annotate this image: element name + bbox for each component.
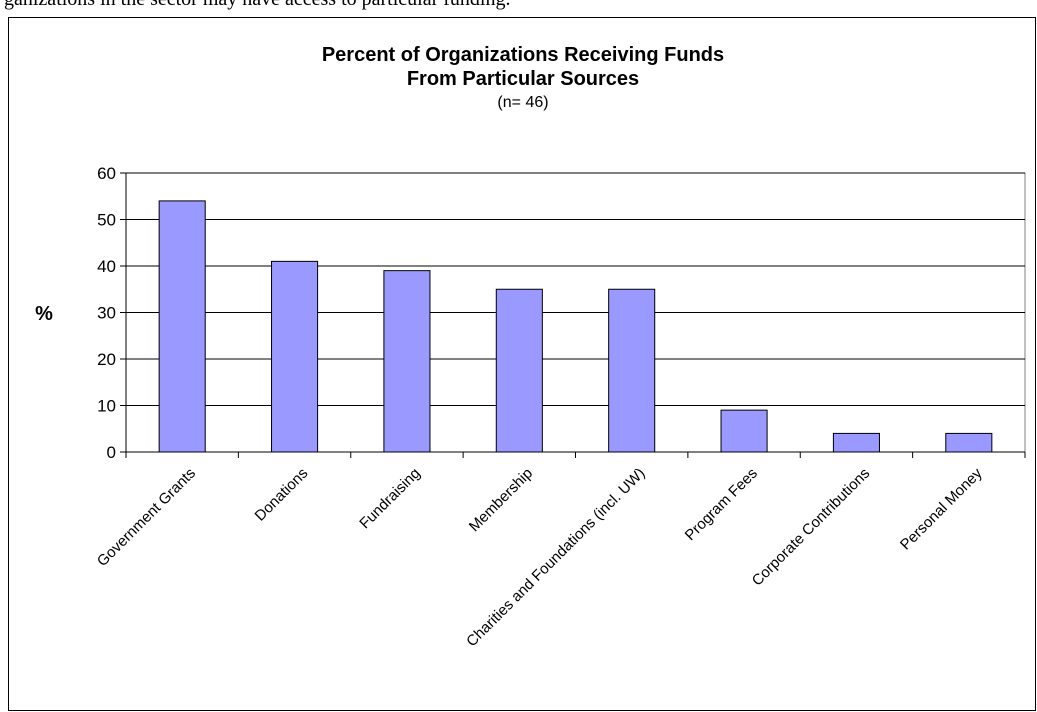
bar [495,288,543,453]
x-tick-label: Fundraising [356,465,423,532]
y-axis-label: % [35,303,53,325]
bar [832,432,880,453]
chart-frame: Percent of Organizations Receiving Funds… [8,17,1036,711]
y-tick-label: 40 [97,257,116,276]
x-tick-label: Donations [252,465,312,525]
x-tick-label: Membership [466,465,536,535]
y-tick-label: 0 [107,443,116,462]
x-tick-label: Personal Money [897,464,986,553]
y-tick-label: 30 [97,304,116,323]
bar [158,200,206,453]
x-tick-label: Program Fees [682,465,761,544]
chart-title-line-1: Percent of Organizations Receiving Funds [321,44,725,66]
chart-subtitle: (n= 46) [497,94,549,111]
x-tick-label: Charities and Foundations (incl. UW) [463,465,648,650]
bar [720,409,768,453]
bar [383,270,431,453]
bar [608,288,656,453]
x-tick-label: Corporate Contributions [749,465,874,590]
y-tick-label: 60 [97,164,116,183]
y-tick-label: 10 [97,397,116,416]
x-tick-label: Government Grants [94,465,199,570]
preceding-text-line: ganizations in the sector may have acces… [4,0,510,11]
bar-chart: 0 10 20 30 40 50 60% Government Grants Donations… [35,164,1026,650]
chart-title-line-2: From Particular Sources [406,68,640,90]
y-tick-label: 50 [97,211,116,230]
bar [271,260,319,453]
bar [945,432,993,453]
y-tick-label: 20 [97,350,116,369]
